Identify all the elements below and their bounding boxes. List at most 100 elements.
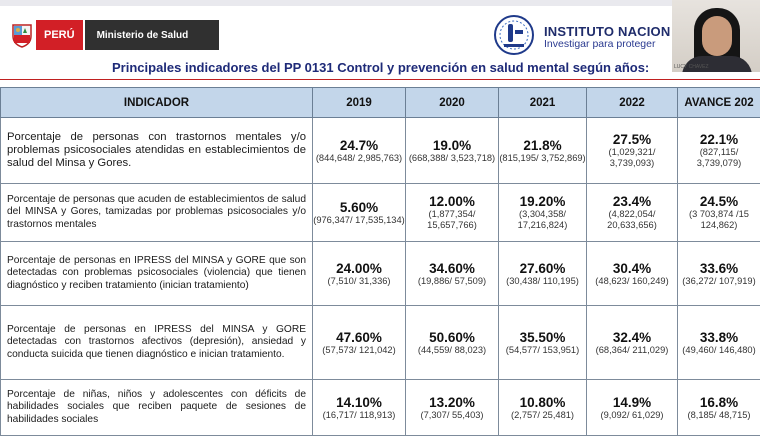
value-cell: 47.60%(57,573/ 121,042): [313, 306, 406, 380]
percentage: 5.60%: [313, 200, 405, 215]
ratio-detail: (30,438/ 110,195): [499, 276, 586, 287]
percentage: 12.00%: [406, 194, 498, 209]
percentage: 16.8%: [678, 395, 760, 410]
value-cell: 24.00%(7,510/ 31,336): [313, 242, 406, 306]
ratio-detail: (9,092/ 61,029): [587, 410, 677, 421]
indicator-cell: Porcentaje de personas en IPRESS del MIN…: [1, 306, 313, 380]
institute-emblem-icon: [490, 14, 538, 61]
ratio-detail: (2,757/ 25,481): [499, 410, 586, 421]
ratio-detail: (68,364/ 211,029): [587, 345, 677, 356]
ratio-detail: (48,623/ 160,249): [587, 276, 677, 287]
column-header-indicador: INDICADOR: [1, 88, 313, 118]
coat-of-arms-icon: [8, 20, 36, 50]
institute-name: INSTITUTO NACION: [544, 25, 670, 38]
percentage: 32.4%: [587, 330, 677, 345]
percentage: 35.50%: [499, 330, 586, 345]
column-header-avance: AVANCE 202: [678, 88, 760, 118]
ratio-detail: (57,573/ 121,042): [313, 345, 405, 356]
ratio-detail: (668,388/ 3,523,718): [406, 153, 498, 164]
value-cell: 10.80%(2,757/ 25,481): [499, 380, 587, 436]
value-cell: 16.8%(8,185/ 48,715): [678, 380, 760, 436]
value-cell: 14.9%(9,092/ 61,029): [587, 380, 678, 436]
percentage: 10.80%: [499, 395, 586, 410]
percentage: 24.5%: [678, 194, 760, 209]
government-logo: PERÚ Ministerio de Salud: [8, 20, 219, 50]
ratio-detail: (844,648/ 2,985,763): [313, 153, 405, 164]
ratio-detail: (815,195/ 3,752,869): [499, 153, 586, 164]
column-header-2020: 2020: [406, 88, 499, 118]
value-cell: 33.6%(36,272/ 107,919): [678, 242, 760, 306]
ratio-detail: (976,347/ 17,535,134): [313, 215, 405, 226]
percentage: 13.20%: [406, 395, 498, 410]
window-top-strip: [0, 0, 760, 6]
column-header-2019: 2019: [313, 88, 406, 118]
percentage: 14.10%: [313, 395, 405, 410]
indicator-cell: Porcentaje de niñas, niños y adolescente…: [1, 380, 313, 436]
value-cell: 50.60%(44,559/ 88,023): [406, 306, 499, 380]
ratio-detail: (7,510/ 31,336): [313, 276, 405, 287]
institute-logo: INSTITUTO NACION Investigar para protege…: [490, 14, 670, 61]
value-cell: 35.50%(54,577/ 153,951): [499, 306, 587, 380]
indicators-table: INDICADOR 2019 2020 2021 2022 AVANCE 202…: [0, 87, 760, 436]
percentage: 33.8%: [678, 330, 760, 345]
ratio-detail: (1,029,321/ 3,739,093): [587, 147, 677, 169]
value-cell: 19.20%(3,304,358/ 17,216,824): [499, 184, 587, 242]
ratio-detail: (1,877,354/ 15,657,766): [406, 209, 498, 231]
title-divider: [0, 79, 760, 80]
percentage: 30.4%: [587, 261, 677, 276]
value-cell: 27.60%(30,438/ 110,195): [499, 242, 587, 306]
table-row: Porcentaje de personas con trastornos me…: [1, 118, 760, 184]
value-cell: 24.7%(844,648/ 2,985,763): [313, 118, 406, 184]
percentage: 22.1%: [678, 132, 760, 147]
webcam-video-overlay[interactable]: LUCY CHAVEZ: [672, 0, 760, 72]
percentage: 21.8%: [499, 138, 586, 153]
percentage: 14.9%: [587, 395, 677, 410]
ratio-detail: (16,717/ 118,913): [313, 410, 405, 421]
value-cell: 22.1%(827,115/ 3,739,079): [678, 118, 760, 184]
ratio-detail: (827,115/ 3,739,079): [678, 147, 760, 169]
value-cell: 19.0%(668,388/ 3,523,718): [406, 118, 499, 184]
value-cell: 21.8%(815,195/ 3,752,869): [499, 118, 587, 184]
value-cell: 27.5%(1,029,321/ 3,739,093): [587, 118, 678, 184]
percentage: 33.6%: [678, 261, 760, 276]
ratio-detail: (3,304,358/ 17,216,824): [499, 209, 586, 231]
percentage: 34.60%: [406, 261, 498, 276]
ratio-detail: (36,272/ 107,919): [678, 276, 760, 287]
ratio-detail: (44,559/ 88,023): [406, 345, 498, 356]
percentage: 27.60%: [499, 261, 586, 276]
ratio-detail: (8,185/ 48,715): [678, 410, 760, 421]
value-cell: 13.20%(7,307/ 55,403): [406, 380, 499, 436]
slide-title: Principales indicadores del PP 0131 Cont…: [112, 60, 649, 75]
ministry-label: Ministerio de Salud: [85, 20, 219, 50]
value-cell: 33.8%(49,460/ 146,480): [678, 306, 760, 380]
value-cell: 12.00%(1,877,354/ 15,657,766): [406, 184, 499, 242]
column-header-2021: 2021: [499, 88, 587, 118]
value-cell: 34.60%(19,886/ 57,509): [406, 242, 499, 306]
percentage: 19.0%: [406, 138, 498, 153]
percentage: 19.20%: [499, 194, 586, 209]
presenter-face: [702, 16, 732, 56]
table-header-row: INDICADOR 2019 2020 2021 2022 AVANCE 202: [1, 88, 760, 118]
value-cell: 32.4%(68,364/ 211,029): [587, 306, 678, 380]
table-row: Porcentaje de personas en IPRESS del MIN…: [1, 242, 760, 306]
table-row: Porcentaje de personas que acuden de est…: [1, 184, 760, 242]
column-header-2022: 2022: [587, 88, 678, 118]
percentage: 27.5%: [587, 132, 677, 147]
value-cell: 30.4%(48,623/ 160,249): [587, 242, 678, 306]
indicator-cell: Porcentaje de personas en IPRESS del MIN…: [1, 242, 313, 306]
ratio-detail: (54,577/ 153,951): [499, 345, 586, 356]
value-cell: 23.4%(4,822,054/ 20,633,656): [587, 184, 678, 242]
percentage: 50.60%: [406, 330, 498, 345]
value-cell: 5.60%(976,347/ 17,535,134): [313, 184, 406, 242]
percentage: 23.4%: [587, 194, 677, 209]
indicator-cell: Porcentaje de personas con trastornos me…: [1, 118, 313, 184]
webcam-name-label: LUCY CHAVEZ: [674, 64, 709, 70]
institute-slogan: Investigar para proteger: [544, 38, 670, 51]
percentage: 24.00%: [313, 261, 405, 276]
ratio-detail: (3 703,874 /15 124,862): [678, 209, 760, 231]
ratio-detail: (49,460/ 146,480): [678, 345, 760, 356]
percentage: 47.60%: [313, 330, 405, 345]
indicator-cell: Porcentaje de personas que acuden de est…: [1, 184, 313, 242]
value-cell: 14.10%(16,717/ 118,913): [313, 380, 406, 436]
ratio-detail: (4,822,054/ 20,633,656): [587, 209, 677, 231]
